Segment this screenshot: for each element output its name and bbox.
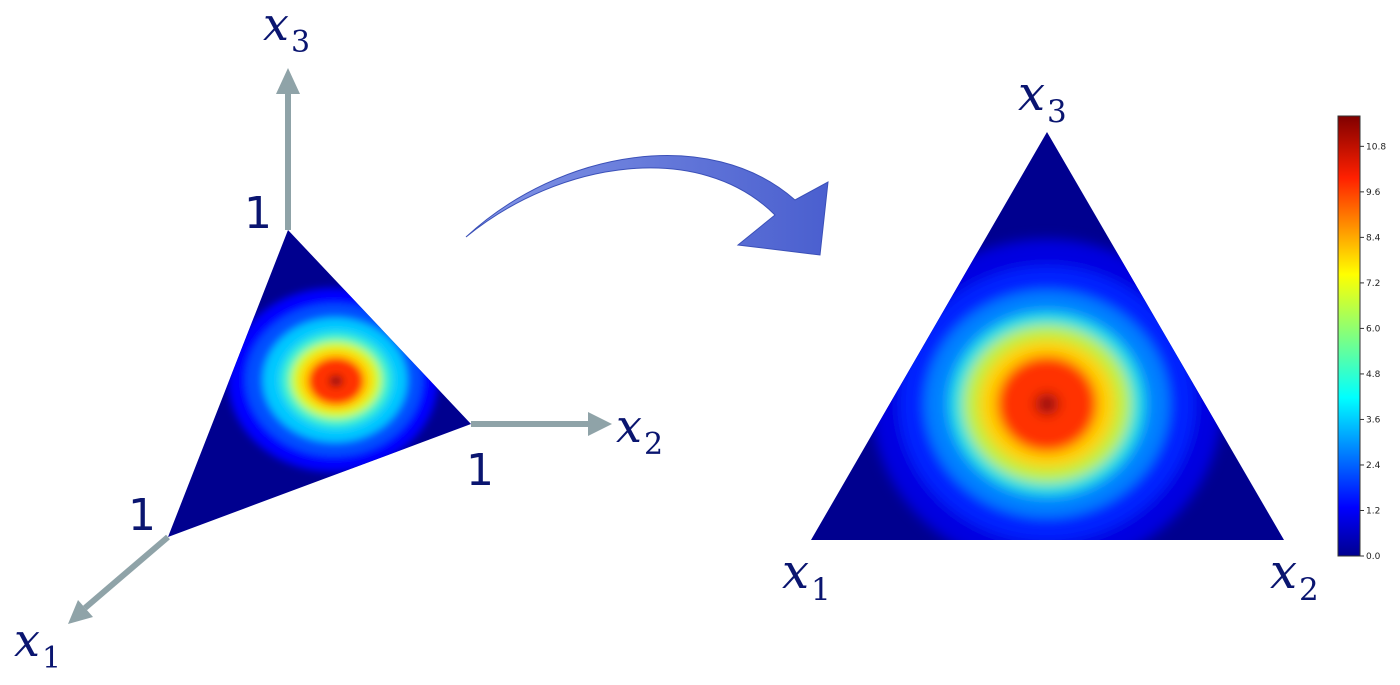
colorbar-tick-label: 0.0 bbox=[1366, 552, 1381, 562]
ternary-panel: x 3 x 1 x 2 bbox=[782, 66, 1319, 608]
svg-text:x: x bbox=[263, 0, 289, 51]
simplex-3d-density bbox=[168, 230, 471, 537]
svg-text:1: 1 bbox=[811, 572, 831, 608]
svg-text:x: x bbox=[1018, 66, 1045, 122]
svg-text:x: x bbox=[782, 544, 809, 600]
svg-text:2: 2 bbox=[644, 427, 663, 462]
ternary-density bbox=[811, 132, 1284, 540]
colorbar-tick-label: 6.0 bbox=[1366, 324, 1381, 334]
axis-x3-arrow bbox=[276, 68, 300, 230]
axis-label-x2: x 2 bbox=[616, 399, 663, 462]
colorbar-gradient bbox=[1337, 115, 1361, 557]
unit-label-x2: 1 bbox=[466, 445, 494, 496]
simplex-3d-panel: 1 1 1 x 3 x 2 x 1 bbox=[14, 0, 663, 676]
svg-text:x: x bbox=[1270, 544, 1297, 600]
unit-label-x3: 1 bbox=[244, 188, 272, 239]
svg-text:x: x bbox=[14, 613, 40, 667]
colorbar-tick-label: 3.6 bbox=[1366, 415, 1381, 425]
svg-text:x: x bbox=[616, 399, 642, 453]
axis-label-x1: x 1 bbox=[14, 613, 61, 676]
colorbar-tick-label: 1.2 bbox=[1366, 506, 1380, 516]
colorbar-tick-label: 4.8 bbox=[1366, 370, 1381, 380]
svg-text:2: 2 bbox=[1299, 572, 1319, 608]
svg-text:3: 3 bbox=[1047, 94, 1067, 130]
colorbar-tick-label: 9.6 bbox=[1366, 188, 1381, 198]
unit-label-x1: 1 bbox=[128, 490, 156, 541]
colorbar-tick-label: 7.2 bbox=[1366, 279, 1380, 289]
axis-x1-arrow bbox=[68, 534, 170, 624]
axis-x2-arrow bbox=[471, 412, 612, 436]
corner-label-x1: x 1 bbox=[782, 544, 831, 608]
colorbar-tick-label: 10.8 bbox=[1366, 142, 1386, 152]
axis-label-x3: x 3 bbox=[263, 0, 310, 60]
svg-text:3: 3 bbox=[291, 25, 310, 60]
transform-arrow bbox=[465, 155, 829, 256]
colorbar-ticks: 0.0 1.2 2.4 3.6 4.8 6.0 7.2 8.4 9.6 10.8 bbox=[1360, 142, 1386, 562]
colorbar-tick-label: 2.4 bbox=[1366, 461, 1381, 471]
svg-text:1: 1 bbox=[42, 641, 61, 676]
corner-label-x2: x 2 bbox=[1270, 544, 1319, 608]
corner-label-x3: x 3 bbox=[1018, 66, 1067, 130]
colorbar-tick-label: 8.4 bbox=[1366, 233, 1381, 243]
colorbar: 0.0 1.2 2.4 3.6 4.8 6.0 7.2 8.4 9.6 10.8 bbox=[1337, 115, 1386, 562]
